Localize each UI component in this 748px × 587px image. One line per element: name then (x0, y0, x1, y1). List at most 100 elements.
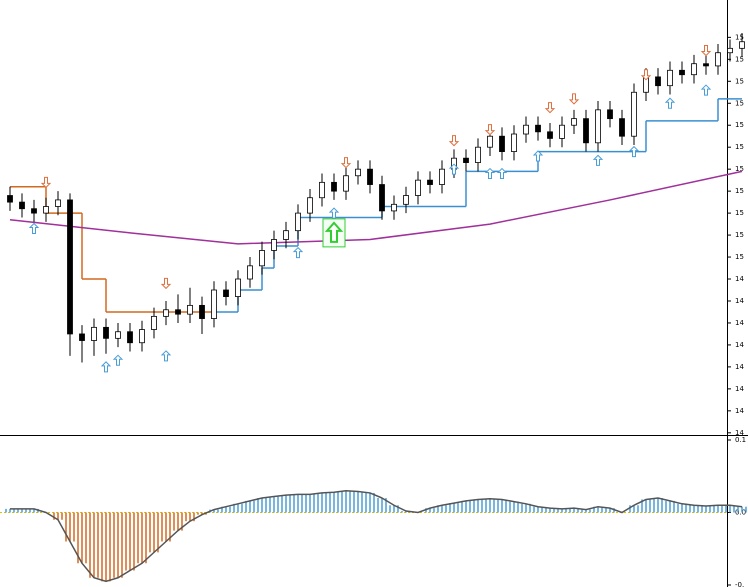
buy-arrow (484, 167, 496, 180)
candle-body (331, 181, 337, 192)
candle-body (703, 63, 709, 67)
sell-arrow (40, 176, 52, 189)
sell-arrow (340, 157, 352, 169)
buy-arrow (496, 167, 508, 180)
candle-body (631, 91, 637, 137)
candle-body (103, 326, 109, 339)
y-tick-label: 14 (735, 297, 744, 305)
candle-body (595, 109, 601, 144)
y-tick-label: 15 (735, 187, 744, 195)
y-tick-label: 14 (735, 385, 744, 393)
buy-arrow (28, 222, 40, 234)
candle-body (607, 109, 613, 120)
sell-arrow (700, 45, 712, 57)
y-tick-label: 14 (735, 275, 744, 283)
candle-body (295, 212, 301, 232)
candle-body (583, 118, 589, 144)
candle-body (235, 278, 241, 297)
candle-body (139, 329, 145, 344)
buy-arrow (448, 163, 460, 175)
buy-arrow (160, 350, 172, 362)
y-tick-label: 15 (735, 99, 744, 107)
candle-body (475, 146, 481, 163)
candle-body (691, 63, 697, 76)
y-tick-label: 15 (735, 33, 744, 41)
y-tick-label: 14 (735, 319, 744, 327)
moving-average (9, 170, 743, 245)
y-tick-label: 0.0 (735, 509, 746, 517)
sell-arrow (640, 69, 652, 81)
y-tick-label: 15 (735, 231, 744, 239)
candle-body (403, 195, 409, 205)
buy-arrow (664, 97, 676, 109)
candle-body (571, 118, 577, 126)
candle-body (55, 199, 61, 207)
candle-body (355, 168, 361, 177)
candle-body (619, 118, 625, 137)
y-tick-label: 14 (735, 341, 744, 349)
candle-body (91, 326, 97, 341)
candle-body (271, 239, 277, 251)
buy-arrow (100, 361, 112, 373)
candle-body (175, 309, 181, 315)
buy-arrow (532, 150, 544, 162)
candle-body (535, 124, 541, 133)
candle-body (259, 250, 265, 267)
y-tick-label: 15 (735, 209, 744, 217)
candle-body (67, 199, 73, 335)
candle-body (667, 69, 673, 87)
candle-body (151, 315, 157, 330)
candle-body (727, 47, 733, 54)
candle-body (655, 76, 661, 87)
sell-arrow (568, 93, 580, 105)
candle-body (7, 195, 13, 203)
sell-arrow (544, 102, 556, 114)
candle-body (715, 52, 721, 67)
buy-arrow (700, 84, 712, 96)
candle-body (163, 309, 169, 317)
candle-body (115, 331, 121, 339)
y-tick-label: -0. (735, 581, 744, 587)
buy-arrow (592, 154, 604, 166)
y-tick-label: 14 (735, 429, 744, 437)
y-tick-label: 15 (735, 143, 744, 151)
y-tick-label: 15 (735, 253, 744, 261)
candle-body (43, 206, 49, 214)
y-tick-label: 15 (735, 121, 744, 129)
buy-arrow (112, 354, 124, 366)
y-tick-label: 14 (735, 363, 744, 371)
candle-body (379, 184, 385, 212)
y-tick-label: 15 (735, 77, 744, 85)
candle-body (211, 289, 217, 319)
buy-arrow (628, 145, 640, 158)
candle-body (343, 175, 349, 192)
candle-body (127, 331, 133, 344)
candle-body (79, 333, 85, 341)
sell-arrow (160, 277, 172, 290)
candle-body (199, 304, 205, 319)
candle-body (223, 289, 229, 297)
oscillator-outline (10, 489, 743, 583)
candle-body (391, 203, 397, 212)
candle-body (547, 131, 553, 139)
candle-body (679, 69, 685, 76)
signal-arrow (324, 221, 344, 243)
candle-body (319, 181, 325, 199)
sell-arrow (448, 135, 460, 147)
y-tick-label: 0.1 (735, 436, 746, 444)
candle-body (559, 124, 565, 139)
candle-body (367, 168, 373, 185)
y-tick-label: 14 (735, 407, 744, 415)
y-tick-label: 15 (735, 165, 744, 173)
candle-body (415, 179, 421, 196)
candle-body (187, 304, 193, 315)
candle-body (19, 201, 25, 210)
candle-body (511, 133, 517, 152)
candle-body (31, 208, 37, 214)
candle-body (523, 124, 529, 135)
candle-body (247, 265, 253, 280)
candle-body (439, 168, 445, 185)
y-tick-label: 15 (735, 55, 744, 63)
